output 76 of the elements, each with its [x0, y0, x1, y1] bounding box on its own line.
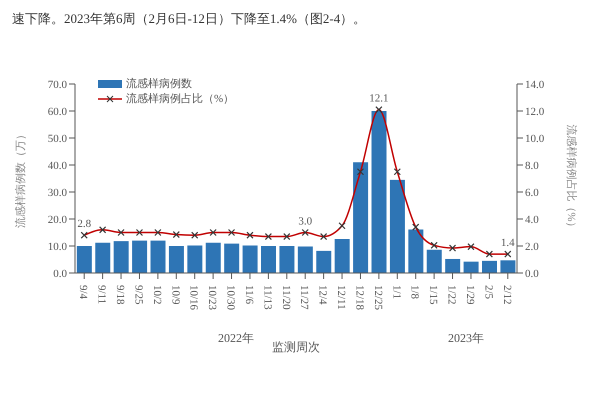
- data-label: 2.8: [77, 218, 92, 230]
- bar: [95, 242, 110, 273]
- y2-tick-label: 4.0: [525, 214, 540, 226]
- x-tick-label: 1/15: [427, 285, 440, 306]
- x-tick-label: 9/4: [77, 285, 90, 300]
- x-tick-label: 10/16: [188, 285, 200, 311]
- bar: [150, 240, 166, 273]
- bar: [353, 162, 368, 273]
- x-tick-label: 10/9: [169, 285, 182, 306]
- bar: [316, 250, 332, 273]
- x-tick-label: 1/8: [408, 285, 421, 300]
- text: 2023年: [448, 330, 484, 347]
- x-tick-label: 10/23: [206, 285, 218, 311]
- x-tick-label: 12/18: [353, 285, 366, 311]
- x-tick-label: 9/25: [132, 285, 144, 306]
- y2-tick-label: 8.0: [525, 160, 540, 172]
- data-label: 1.4: [500, 237, 516, 250]
- x-tick-label: 1/22: [446, 285, 458, 305]
- bar: [426, 250, 442, 273]
- bar: [279, 246, 294, 273]
- y-tick-label: 40.0: [48, 160, 68, 172]
- x-tick-label: 1/1: [390, 285, 402, 300]
- x-tick-label: 2/5: [482, 285, 494, 300]
- x-tick-label: 10/2: [150, 285, 163, 305]
- bar: [168, 246, 184, 273]
- bar: [372, 111, 387, 273]
- y-tick-label: 10.0: [48, 240, 68, 253]
- legend-label: 流感样病例占比（%）: [126, 92, 234, 106]
- y2-axis-title: 流感样病例占比（%）: [565, 124, 578, 233]
- y2-tick-label: 6.0: [525, 186, 540, 199]
- bar: [206, 242, 221, 273]
- x-tick-label: 11/13: [261, 285, 274, 310]
- bar: [242, 245, 258, 273]
- x-tick-label: 12/25: [372, 285, 384, 311]
- bar: [500, 260, 516, 273]
- y-tick-label: 50.0: [48, 132, 68, 145]
- x-tick-label: 10/30: [224, 285, 237, 311]
- x-tick-label: 11/20: [280, 285, 292, 310]
- y2-tick-label: 10.0: [525, 132, 545, 145]
- x-tick-label: 12/11: [335, 285, 348, 310]
- bar: [224, 244, 240, 273]
- x-axis-title: 监测周次: [272, 340, 320, 354]
- data-label: 12.1: [369, 92, 388, 105]
- x-tick-label: 9/11: [96, 285, 108, 304]
- bar: [187, 245, 202, 273]
- x-tick-label: 1/29: [464, 285, 476, 306]
- bar: [132, 240, 148, 273]
- y2-tick-label: 12.0: [525, 106, 545, 118]
- y-tick-label: 70.0: [48, 78, 68, 91]
- y-tick-label: 0.0: [53, 268, 68, 280]
- bar: [482, 260, 498, 273]
- bar: [464, 262, 479, 273]
- bar: [408, 230, 424, 273]
- data-label: 3.0: [298, 216, 313, 228]
- bar: [76, 246, 92, 273]
- text: 速下降。2023年第6周（2月6日-12日）下降至1.4%（图2-4）。: [12, 10, 366, 28]
- y-tick-label: 20.0: [48, 214, 68, 226]
- y-axis-title: 流感样病例数（万）: [14, 129, 27, 228]
- y-tick-label: 60.0: [48, 106, 68, 118]
- text: 2022年: [218, 330, 254, 347]
- x-tick-label: 11/6: [242, 285, 255, 305]
- x-tick-label: 11/27: [298, 285, 310, 310]
- y2-tick-label: 2.0: [525, 240, 540, 253]
- y2-tick-label: 0.0: [525, 268, 540, 280]
- bar: [390, 180, 405, 273]
- x-tick-label: 12/4: [316, 285, 329, 306]
- bar: [445, 258, 460, 273]
- y2-tick-label: 14.0: [525, 78, 545, 91]
- y-tick-label: 30.0: [48, 186, 68, 199]
- legend-label: 流感样病例数: [126, 76, 192, 91]
- bar: [114, 241, 129, 273]
- bar: [298, 246, 313, 273]
- x-tick-label: 2/12: [500, 285, 513, 305]
- bar: [261, 246, 276, 273]
- bar: [334, 238, 350, 273]
- x-tick-label: 9/18: [114, 285, 126, 306]
